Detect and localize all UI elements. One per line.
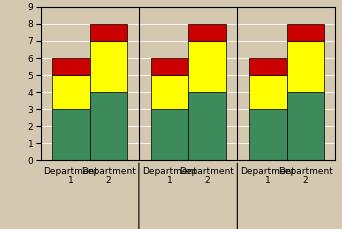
Bar: [151, 75, 188, 109]
Bar: [188, 41, 225, 92]
Bar: [249, 75, 287, 109]
Bar: [52, 58, 90, 75]
Bar: [90, 92, 127, 160]
Bar: [90, 41, 127, 92]
Bar: [287, 24, 324, 41]
Bar: [90, 24, 127, 41]
Bar: [287, 92, 324, 160]
Bar: [249, 109, 287, 160]
Bar: [151, 58, 188, 75]
Bar: [52, 109, 90, 160]
Bar: [52, 75, 90, 109]
Bar: [188, 24, 225, 41]
Bar: [188, 92, 225, 160]
Bar: [287, 41, 324, 92]
Bar: [249, 58, 287, 75]
Bar: [151, 109, 188, 160]
